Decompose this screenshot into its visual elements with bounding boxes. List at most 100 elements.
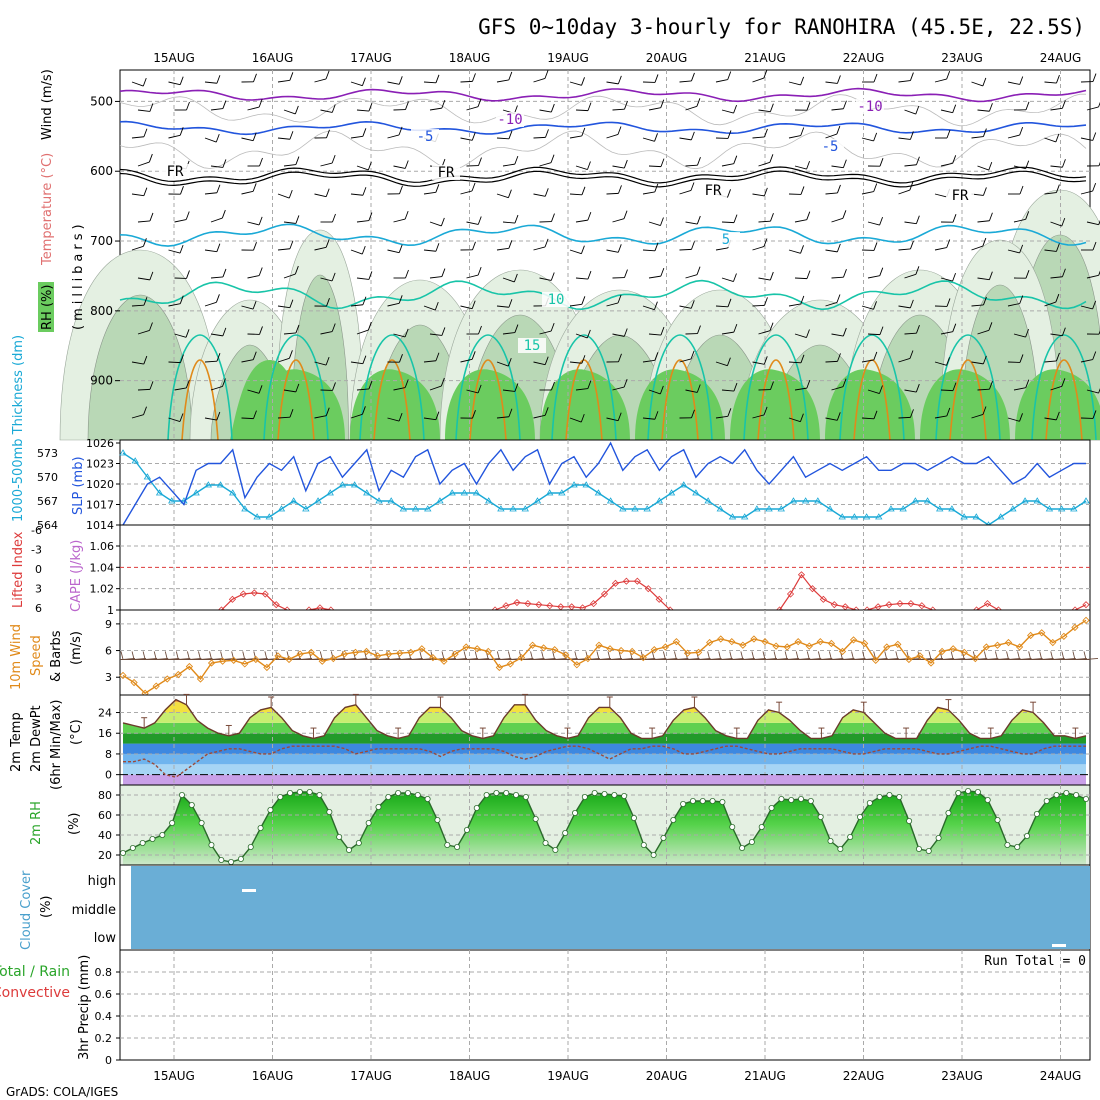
rh2m-point — [454, 844, 461, 851]
wind-barb-shaft — [174, 387, 187, 391]
wind-barb-shaft — [861, 137, 874, 142]
wind-barb-shaft — [788, 135, 801, 139]
wind10-point — [351, 648, 360, 656]
wind-barb-feather — [733, 323, 738, 333]
wind-barb-feather — [879, 158, 884, 167]
wind-barb-feather — [660, 99, 665, 108]
wind-barb-shaft — [569, 81, 582, 86]
wind-barb-shaft — [825, 81, 838, 84]
wind10-speed-line — [122, 619, 1087, 695]
thickness-point — [302, 505, 310, 512]
wind-barb-shaft — [496, 416, 509, 419]
wind-barb-feather — [149, 212, 154, 222]
wind-barb-shaft — [788, 81, 801, 86]
wind-barb-shaft — [1086, 389, 1099, 394]
wind10-barb-feather — [153, 651, 157, 660]
wind-barb-shaft — [277, 416, 291, 419]
wind10-barb-feather — [242, 651, 246, 660]
date-label-top: 15AUG — [153, 51, 195, 65]
li-tick-label: -3 — [31, 544, 42, 557]
wind-barb-feather — [806, 211, 811, 220]
precip-grid — [120, 950, 1090, 1060]
wind-barb-shaft — [831, 108, 844, 111]
wind-barb-shaft — [1086, 106, 1099, 111]
wind-barb-shaft — [648, 107, 661, 111]
wind-barb-feather — [800, 354, 805, 363]
wind-barb-shaft — [356, 220, 369, 223]
thickness-point — [765, 505, 773, 512]
wind10-point — [938, 647, 946, 656]
thickness-point — [777, 505, 785, 512]
cape-point — [797, 571, 806, 579]
wind-barb-feather — [435, 243, 440, 252]
wind-barb-shaft — [204, 192, 217, 195]
wind10-barb-feather — [895, 651, 899, 660]
wind10-barb-feather — [795, 651, 799, 660]
wind-barb-shaft — [575, 333, 588, 339]
wind-barb-feather — [508, 130, 513, 139]
wind-barb-shaft — [210, 108, 223, 111]
rh2m-point — [532, 816, 539, 823]
rh2m-point — [1073, 792, 1080, 799]
rh2m-point — [178, 792, 185, 799]
cape-point — [502, 602, 510, 610]
wind-barb-feather — [179, 127, 184, 136]
wind-barb-shaft — [1086, 221, 1099, 226]
rh2m-point — [640, 842, 647, 849]
wind-barb-shaft — [168, 361, 181, 364]
wind-barb-feather — [258, 385, 263, 394]
wind-barb-shaft — [831, 217, 844, 223]
rh2m-point — [984, 797, 991, 804]
thickness-point — [875, 513, 883, 520]
wind-barb-shaft — [904, 332, 917, 335]
wind-barb-feather — [696, 266, 701, 275]
rh2m-point — [404, 790, 411, 797]
wind-barb-shaft — [721, 163, 734, 167]
isotherm-label-bg — [712, 232, 740, 247]
wind10-point — [628, 647, 636, 656]
cloud-fill — [131, 866, 1090, 949]
wind10-point — [827, 639, 836, 648]
rh2m-point — [827, 838, 834, 845]
wind-barb-shaft — [1044, 137, 1056, 143]
wind-barb-feather — [368, 380, 373, 390]
y-tick-label: 800 — [90, 304, 113, 318]
wind10-point — [761, 638, 769, 646]
wind10-tick-label: 6 — [105, 645, 112, 658]
wind10-barb-feather — [1028, 651, 1032, 660]
wind-barb-shaft — [898, 248, 911, 251]
thickness-point — [350, 481, 359, 488]
wind10-point — [617, 646, 625, 655]
wind-barb-shaft — [502, 332, 515, 335]
wind-barb-feather — [362, 128, 367, 137]
rh2m-point — [925, 848, 932, 855]
cape-line — [779, 573, 857, 611]
wind-barb-feather — [216, 411, 221, 421]
wind-barb-feather — [1092, 300, 1097, 310]
wind-barb-feather — [727, 408, 732, 417]
wind-barb-shaft — [612, 108, 625, 111]
wind-barb-shaft — [350, 304, 363, 307]
wind-barb-feather — [733, 155, 738, 164]
wind-barb-shaft — [429, 107, 442, 111]
wind-barb-shaft — [642, 191, 655, 195]
wind-barb-feather — [362, 187, 367, 196]
wind-barb-feather — [1098, 101, 1100, 108]
wind-barb-feather — [1092, 132, 1097, 141]
wind10-barb-feather — [1061, 651, 1065, 660]
wind-barb-feather — [252, 300, 257, 310]
rh2m-point — [1053, 792, 1060, 799]
wind-barb-feather — [989, 381, 993, 390]
wind10-barb-feather — [995, 651, 998, 660]
wind-barb-shaft — [642, 249, 656, 252]
date-label-bottom: 18AUG — [449, 1069, 491, 1083]
thickness-tick-label: 570 — [37, 471, 58, 484]
wind10-point — [174, 670, 182, 679]
rh2m-point — [562, 830, 569, 837]
precip-tick-label: 0.4 — [95, 1010, 113, 1023]
isotherm-10 — [119, 279, 1087, 311]
wind-barb-feather — [988, 322, 993, 331]
wind-barb-feather — [806, 379, 811, 389]
wind-barb-shaft — [320, 331, 333, 335]
thickness-point — [899, 505, 907, 512]
